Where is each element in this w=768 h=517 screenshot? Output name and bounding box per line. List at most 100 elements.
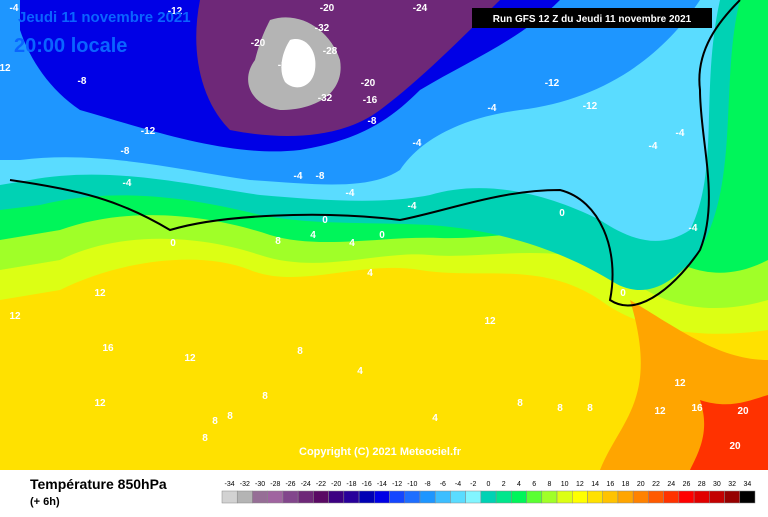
- contour-label: 8: [297, 346, 303, 357]
- color-scale: -34 -32 -30 -28 -26 -24 -22 -20 -18 -16 -14 -12 -10-…: [221, 481, 756, 504]
- scale-swatch: [221, 490, 238, 504]
- scale-label: 18: [622, 481, 630, 488]
- scale-swatch: [632, 490, 649, 504]
- scale-swatch: [495, 490, 512, 504]
- scale-swatch: [313, 490, 329, 504]
- contour-label: -20: [251, 38, 266, 49]
- contour-label: -4: [413, 138, 422, 149]
- scale-swatch: [434, 490, 451, 504]
- scale-swatch: [404, 490, 421, 504]
- contour-label: 8: [202, 433, 208, 444]
- contour-label: 8: [557, 403, 563, 414]
- scale-label: -26: [285, 481, 295, 488]
- scale-swatch: [739, 490, 756, 504]
- scale-label: 8: [547, 481, 551, 488]
- contour-label: 8: [517, 398, 523, 409]
- scale-swatch: [480, 490, 497, 504]
- scale-label: -2: [470, 481, 476, 488]
- contour-label: 16: [102, 343, 114, 354]
- contour-label: 4: [367, 268, 373, 279]
- scale-swatch: [267, 490, 284, 504]
- scale-swatch: [709, 490, 725, 504]
- scale-label: -28: [270, 481, 280, 488]
- contour-label: 12: [94, 398, 106, 409]
- contour-label: 4: [349, 238, 355, 249]
- contour-label: 12: [484, 316, 496, 327]
- scale-swatch: [236, 490, 253, 504]
- scale-label: 28: [698, 481, 706, 488]
- scale-label: 12: [576, 481, 584, 488]
- footer-title: Température 850hPa: [30, 476, 167, 492]
- scale-label: -32: [240, 481, 250, 488]
- contour-label: -12: [141, 126, 156, 137]
- scale-label: -20: [331, 481, 341, 488]
- contour-label: -32: [318, 93, 333, 104]
- scale-swatch: [572, 490, 588, 504]
- band-minus-36: [281, 39, 316, 88]
- scale-swatch: [252, 490, 268, 504]
- scale-swatch: [648, 490, 664, 504]
- run-box: [472, 8, 712, 28]
- scale-swatch: [511, 490, 527, 504]
- contour-label: -32: [315, 23, 330, 34]
- scale-label: -8: [424, 481, 430, 488]
- contour-label: 16: [691, 403, 703, 414]
- scale-swatch: [663, 490, 680, 504]
- contour-label: 8: [262, 391, 268, 402]
- scale-label: 6: [532, 481, 536, 488]
- scale-label: 2: [502, 481, 506, 488]
- contour-label: 0: [170, 238, 176, 249]
- contour-label: 8: [587, 403, 593, 414]
- scale-label: -10: [407, 481, 417, 488]
- scale-swatch: [587, 490, 603, 504]
- contour-label: 12: [0, 63, 11, 74]
- footer-subtitle: (+ 6h): [30, 496, 60, 508]
- scale-label: -30: [255, 481, 265, 488]
- contour-label: 12: [94, 288, 106, 299]
- scale-label: 10: [561, 481, 569, 488]
- contour-label: 0: [379, 230, 385, 241]
- scale-label: -18: [346, 481, 356, 488]
- contour-label: -20: [320, 3, 335, 14]
- contour-label: -4: [689, 223, 698, 234]
- scale-swatch: [297, 490, 314, 504]
- scale-swatch: [602, 490, 619, 504]
- contour-label: 0: [322, 215, 328, 226]
- contour-label: -12: [545, 78, 560, 89]
- scale-swatch: [724, 490, 741, 504]
- scale-label: 0: [487, 481, 491, 488]
- scale-label: 16: [606, 481, 614, 488]
- scale-label: -24: [301, 481, 311, 488]
- scale-label: -12: [392, 481, 402, 488]
- scale-label: -16: [362, 481, 372, 488]
- scale-label: -6: [440, 481, 446, 488]
- contour-label: -8: [368, 116, 377, 127]
- contour-label: -60: [300, 60, 315, 71]
- contour-label: -24: [278, 60, 293, 71]
- contour-label: 20: [737, 406, 749, 417]
- contour-label: -4: [346, 188, 355, 199]
- scale-swatch: [526, 490, 543, 504]
- scale-swatch: [556, 490, 573, 504]
- contour-label: 8: [227, 411, 233, 422]
- band-22: [690, 395, 768, 470]
- contour-label: 20: [729, 441, 741, 452]
- contour-label: -12: [583, 101, 598, 112]
- contour-label: -4: [294, 171, 303, 182]
- scale-label: 22: [652, 481, 660, 488]
- scale-label: 26: [683, 481, 691, 488]
- contour-label: 4: [432, 413, 438, 424]
- scale-swatch: [693, 490, 710, 504]
- contour-label: 8: [275, 236, 281, 247]
- zero-contour: [9, 0, 741, 307]
- contour-label: 4: [310, 230, 316, 241]
- scale-label: 30: [713, 481, 721, 488]
- scale-swatch: [358, 490, 375, 504]
- contour-label: -4: [488, 103, 497, 114]
- contour-label: -24: [413, 3, 428, 14]
- contour-label: 4: [357, 366, 363, 377]
- contour-label: -12: [168, 6, 183, 17]
- scale-swatch: [389, 490, 405, 504]
- scale-swatch: [343, 490, 360, 504]
